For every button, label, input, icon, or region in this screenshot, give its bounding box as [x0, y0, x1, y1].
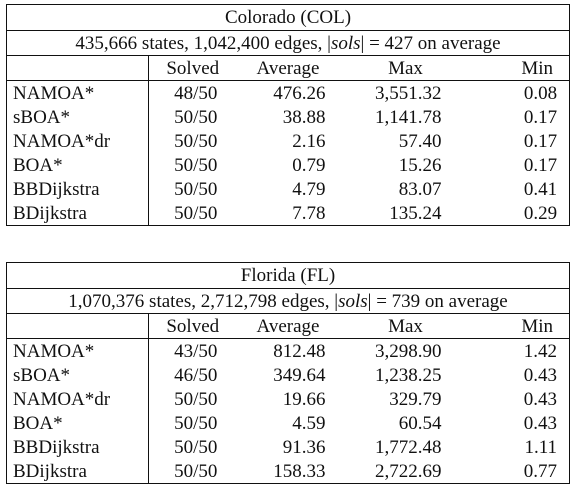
average-cell: 7.78 — [292, 202, 326, 224]
solved-cell: 50/50 — [174, 460, 218, 482]
algorithm-cell: BBDijkstra — [6, 435, 149, 459]
average-cell: 158.33 — [273, 460, 326, 482]
algorithm-cell: NAMOA* — [6, 80, 149, 105]
min-cell: 0.17 — [523, 106, 558, 128]
min-cell: 0.77 — [523, 460, 558, 482]
average-cell: 812.48 — [273, 340, 326, 362]
info-sols: sols — [338, 290, 368, 312]
table-row: NAMOA* 48/50 476.26 3,551.32 0.08 — [6, 80, 570, 105]
table-row: BBDijkstra 50/50 91.36 1,772.48 1.11 — [6, 435, 570, 459]
max-cell: 15.26 — [398, 154, 442, 176]
max-cell: 1,238.25 — [375, 364, 442, 386]
algorithm-cell: NAMOA*dr — [6, 129, 149, 153]
table-info: 1,070,376 states, 2,712,798 edges, |sols… — [6, 288, 570, 314]
min-cell: 1.11 — [524, 436, 558, 458]
solved-cell: 50/50 — [174, 130, 218, 152]
average-cell: 4.59 — [292, 412, 326, 434]
max-cell: 3,551.32 — [375, 82, 442, 104]
algorithm-cell: sBOA* — [6, 363, 149, 387]
table-title: Colorado (COL) — [6, 4, 570, 31]
average-cell: 19.66 — [282, 388, 326, 410]
table-row: BOA* 50/50 4.59 60.54 0.43 — [6, 411, 570, 435]
table-row: NAMOA*dr 50/50 19.66 329.79 0.43 — [6, 387, 570, 411]
max-cell: 1,772.48 — [375, 436, 442, 458]
algorithm-cell: BOA* — [6, 411, 149, 435]
table-title: Florida (FL) — [6, 262, 570, 289]
max-cell: 83.07 — [398, 178, 442, 200]
max-cell: 60.54 — [398, 412, 442, 434]
results-table-colorado: Colorado (COL) 435,666 states, 1,042,400… — [6, 4, 571, 226]
min-cell: 0.43 — [523, 412, 558, 434]
header-max: Max — [339, 55, 472, 81]
average-cell: 349.64 — [273, 364, 326, 386]
info-prefix: 435,666 states, 1,042,400 edges, | — [75, 32, 331, 54]
header-max: Max — [339, 313, 472, 339]
algorithm-cell: BDijkstra — [6, 459, 149, 484]
solved-cell: 48/50 — [174, 82, 218, 104]
table-row: BDijkstra 50/50 7.78 135.24 0.29 — [6, 201, 570, 226]
algorithm-cell: NAMOA* — [6, 338, 149, 363]
solved-cell: 50/50 — [174, 154, 218, 176]
table-row: sBOA* 50/50 38.88 1,141.78 0.17 — [6, 105, 570, 129]
min-cell: 0.43 — [523, 364, 558, 386]
average-cell: 91.36 — [282, 436, 326, 458]
min-cell: 1.42 — [523, 340, 558, 362]
solved-cell: 46/50 — [174, 364, 218, 386]
min-cell: 0.43 — [523, 388, 558, 410]
algorithm-cell: BDijkstra — [6, 201, 149, 226]
algorithm-cell: sBOA* — [6, 105, 149, 129]
average-cell: 2.16 — [292, 130, 326, 152]
results-table-florida: Florida (FL) 1,070,376 states, 2,712,798… — [6, 262, 571, 484]
header-average: Average — [236, 313, 340, 339]
max-cell: 2,722.69 — [375, 460, 442, 482]
solved-cell: 50/50 — [174, 202, 218, 224]
solved-cell: 43/50 — [174, 340, 218, 362]
header-min: Min — [471, 313, 570, 339]
average-cell: 38.88 — [282, 106, 326, 128]
average-cell: 4.79 — [292, 178, 326, 200]
table-row: BBDijkstra 50/50 4.79 83.07 0.41 — [6, 177, 570, 201]
header-solved: Solved — [148, 313, 237, 339]
solved-cell: 50/50 — [174, 412, 218, 434]
min-cell: 0.17 — [523, 154, 558, 176]
header-algorithm — [6, 55, 149, 81]
info-suffix: | = 427 on average — [360, 32, 501, 54]
table-row: BDijkstra 50/50 158.33 2,722.69 0.77 — [6, 459, 570, 484]
algorithm-cell: BOA* — [6, 153, 149, 177]
table-row: sBOA* 46/50 349.64 1,238.25 0.43 — [6, 363, 570, 387]
algorithm-cell: BBDijkstra — [6, 177, 149, 201]
min-cell: 0.17 — [523, 130, 558, 152]
max-cell: 329.79 — [389, 388, 442, 410]
info-prefix: 1,070,376 states, 2,712,798 edges, | — [68, 290, 339, 312]
table-row: NAMOA*dr 50/50 2.16 57.40 0.17 — [6, 129, 570, 153]
table-info: 435,666 states, 1,042,400 edges, |sols| … — [6, 30, 570, 56]
info-suffix: | = 739 on average — [367, 290, 508, 312]
max-cell: 135.24 — [389, 202, 442, 224]
table-row: BOA* 50/50 0.79 15.26 0.17 — [6, 153, 570, 177]
header-average: Average — [236, 55, 340, 81]
min-cell: 0.41 — [523, 178, 558, 200]
solved-cell: 50/50 — [174, 436, 218, 458]
min-cell: 0.29 — [523, 202, 558, 224]
info-sols: sols — [330, 32, 361, 54]
max-cell: 57.40 — [398, 130, 442, 152]
header-solved: Solved — [148, 55, 237, 81]
max-cell: 3,298.90 — [375, 340, 442, 362]
average-cell: 476.26 — [273, 82, 326, 104]
table-row: NAMOA* 43/50 812.48 3,298.90 1.42 — [6, 338, 570, 363]
solved-cell: 50/50 — [174, 178, 218, 200]
solved-cell: 50/50 — [174, 106, 218, 128]
max-cell: 1,141.78 — [375, 106, 442, 128]
header-algorithm — [6, 313, 149, 339]
header-min: Min — [471, 55, 570, 81]
average-cell: 0.79 — [292, 154, 326, 176]
algorithm-cell: NAMOA*dr — [6, 387, 149, 411]
solved-cell: 50/50 — [174, 388, 218, 410]
min-cell: 0.08 — [523, 82, 558, 104]
